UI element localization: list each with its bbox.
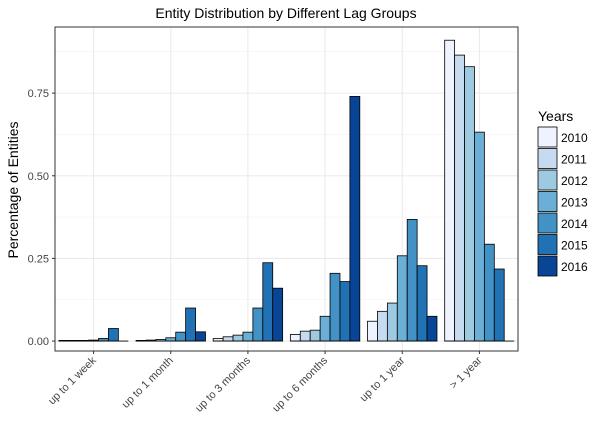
bar-2014-4 xyxy=(329,272,341,342)
x-tick-label: > 1 year xyxy=(448,354,485,391)
x-tick-label: up to 1 month xyxy=(120,355,176,411)
legend-key-2015 xyxy=(537,234,558,255)
bar-2013-3 xyxy=(242,331,254,342)
bar-2014-6 xyxy=(483,243,495,342)
bar-2012-4 xyxy=(309,329,321,342)
bar-2010-4 xyxy=(289,334,301,342)
legend-label-2013: 2013 xyxy=(561,195,588,209)
bar-2011-5 xyxy=(377,310,388,342)
legend-key-2011 xyxy=(537,148,558,169)
legend-label-2010: 2010 xyxy=(561,131,588,145)
bar-2011-4 xyxy=(299,330,311,342)
bar-2016-3 xyxy=(272,287,284,342)
bar-2016-2 xyxy=(195,331,206,342)
bar-2011-6 xyxy=(454,54,465,342)
bar-2015-3 xyxy=(262,262,274,342)
legend-label-2011: 2011 xyxy=(561,152,587,166)
legend-label-2014: 2014 xyxy=(561,217,588,231)
bar-2013-6 xyxy=(474,131,485,342)
legend-key-2010 xyxy=(537,126,558,148)
bar-2014-3 xyxy=(252,307,264,342)
x-tick-label: up to 1 year xyxy=(358,354,408,404)
x-tick-label: up to 3 months xyxy=(193,354,253,414)
bar-2012-3 xyxy=(232,334,244,342)
bar-2015-4 xyxy=(339,281,351,342)
bar-2012-5 xyxy=(386,302,398,342)
x-tick-label: up to 6 months xyxy=(270,354,330,414)
plot-border xyxy=(54,26,519,352)
legend-label-2012: 2012 xyxy=(561,174,588,188)
legend-label-2015: 2015 xyxy=(561,238,588,252)
legend: Years 2010 2011 2012 2013 2014 2015 2016 xyxy=(537,108,588,277)
bar-2014-5 xyxy=(406,219,418,342)
bar-2013-5 xyxy=(396,255,408,342)
x-tick-label: up to 1 week xyxy=(46,354,99,407)
bar-2015-1 xyxy=(108,328,119,342)
chart-title: Entity Distribution by Different Lag Gro… xyxy=(155,5,416,21)
bar-2016-5 xyxy=(426,315,438,342)
y-tick-label: 0.50 xyxy=(28,171,49,183)
plot-background xyxy=(55,27,518,351)
bar-2011-3 xyxy=(222,336,234,342)
bar-2015-6 xyxy=(493,268,505,342)
y-tick-label: 0.00 xyxy=(28,336,49,348)
legend-label-2016: 2016 xyxy=(561,260,588,274)
y-tick-label: 0.75 xyxy=(28,88,49,100)
legend-key-2016 xyxy=(537,255,558,277)
legend-key-2013 xyxy=(537,191,558,212)
plot-area: 0.00 0.25 0.50 0.75 up to 1 week up to 1 mont… xyxy=(28,26,519,415)
bar-2010-6 xyxy=(444,39,456,342)
legend-key-2012 xyxy=(537,169,558,191)
legend-title: Years xyxy=(538,108,573,124)
bar-2015-2 xyxy=(185,307,196,342)
bar-2013-2 xyxy=(165,337,177,342)
bar-2014-2 xyxy=(175,331,187,342)
bar-2013-4 xyxy=(319,315,331,342)
y-tick-label: 0.25 xyxy=(28,253,49,265)
bar-2012-6 xyxy=(464,66,475,342)
bar-2015-5 xyxy=(416,265,428,342)
legend-key-2014 xyxy=(537,212,558,234)
bar-2010-5 xyxy=(367,320,378,342)
bar-2016-4 xyxy=(349,96,361,342)
y-axis-label: Percentage of Entities xyxy=(5,122,21,259)
